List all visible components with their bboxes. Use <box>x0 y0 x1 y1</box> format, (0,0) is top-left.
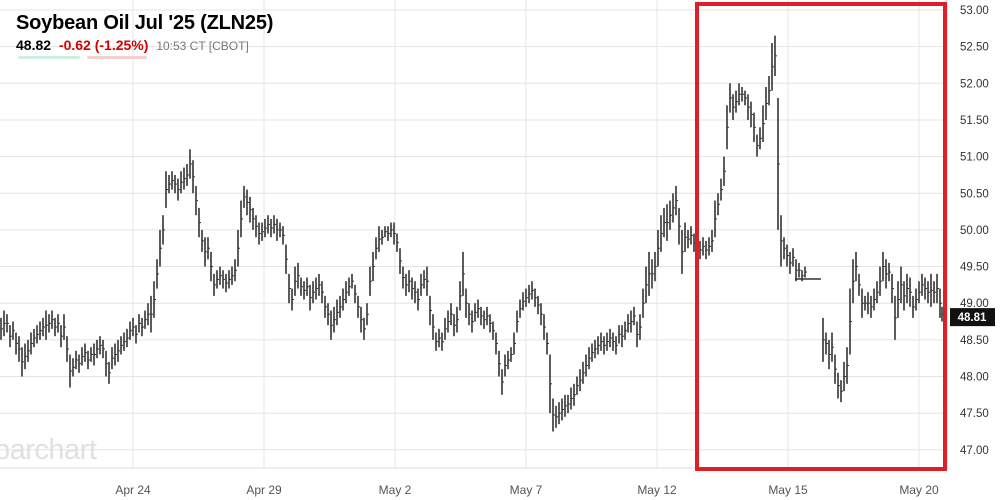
y-tick-label: 51.50 <box>960 115 989 127</box>
y-tick-label: 52.00 <box>960 78 989 90</box>
last-price-badge: 48.81 <box>950 308 995 327</box>
chart-header: Soybean Oil Jul '25 (ZLN25) 48.82 -0.62 … <box>16 12 273 60</box>
y-tick-label: 53.00 <box>960 5 989 17</box>
x-tick-label: Apr 24 <box>115 483 151 497</box>
tab-indicator-green[interactable] <box>18 56 80 59</box>
y-tick-label: 49.00 <box>960 298 989 310</box>
tab-indicator-red[interactable] <box>87 56 147 59</box>
y-tick-label: 48.00 <box>960 372 989 384</box>
last-price-badge-bg <box>950 308 995 327</box>
x-tick-label: May 15 <box>768 483 808 497</box>
y-tick-label: 50.00 <box>960 225 989 237</box>
y-tick-label: 51.00 <box>960 152 989 164</box>
y-tick-label: 47.50 <box>960 408 989 420</box>
price-change: -0.62 (-1.25%) <box>58 37 149 53</box>
quote-line: 48.82 -0.62 (-1.25%) 10:53 CT [CBOT] <box>16 37 273 53</box>
quote-time: 10:53 CT [CBOT] <box>156 39 249 53</box>
y-tick-label: 49.50 <box>960 262 989 274</box>
x-tick-label: May 2 <box>379 483 412 497</box>
y-tick-label: 47.00 <box>960 445 989 457</box>
x-tick-label: May 7 <box>510 483 543 497</box>
price-bars <box>0 35 944 432</box>
watermark-logo: barchart <box>0 434 97 466</box>
period-tabs <box>16 56 273 60</box>
last-price: 48.82 <box>16 37 52 53</box>
highlight-box <box>695 2 947 471</box>
y-tick-label: 52.50 <box>960 42 989 54</box>
chart-title: Soybean Oil Jul '25 (ZLN25) <box>16 12 274 34</box>
y-axis-labels: 53.00 52.50 52.00 51.50 51.00 50.50 50.00 49.50… <box>960 5 989 457</box>
grid-lines <box>0 0 948 469</box>
x-tick-label: May 12 <box>637 483 677 497</box>
y-tick-label: 48.50 <box>960 335 989 347</box>
x-tick-label: Apr 29 <box>246 483 282 497</box>
x-tick-label: May 20 <box>899 483 939 497</box>
x-axis-labels: Apr 24 Apr 29 May 2 May 7 May 12 May 15 May 20 <box>115 483 939 497</box>
last-price-label: 48.81 <box>958 312 987 324</box>
y-tick-label: 50.50 <box>960 188 989 200</box>
